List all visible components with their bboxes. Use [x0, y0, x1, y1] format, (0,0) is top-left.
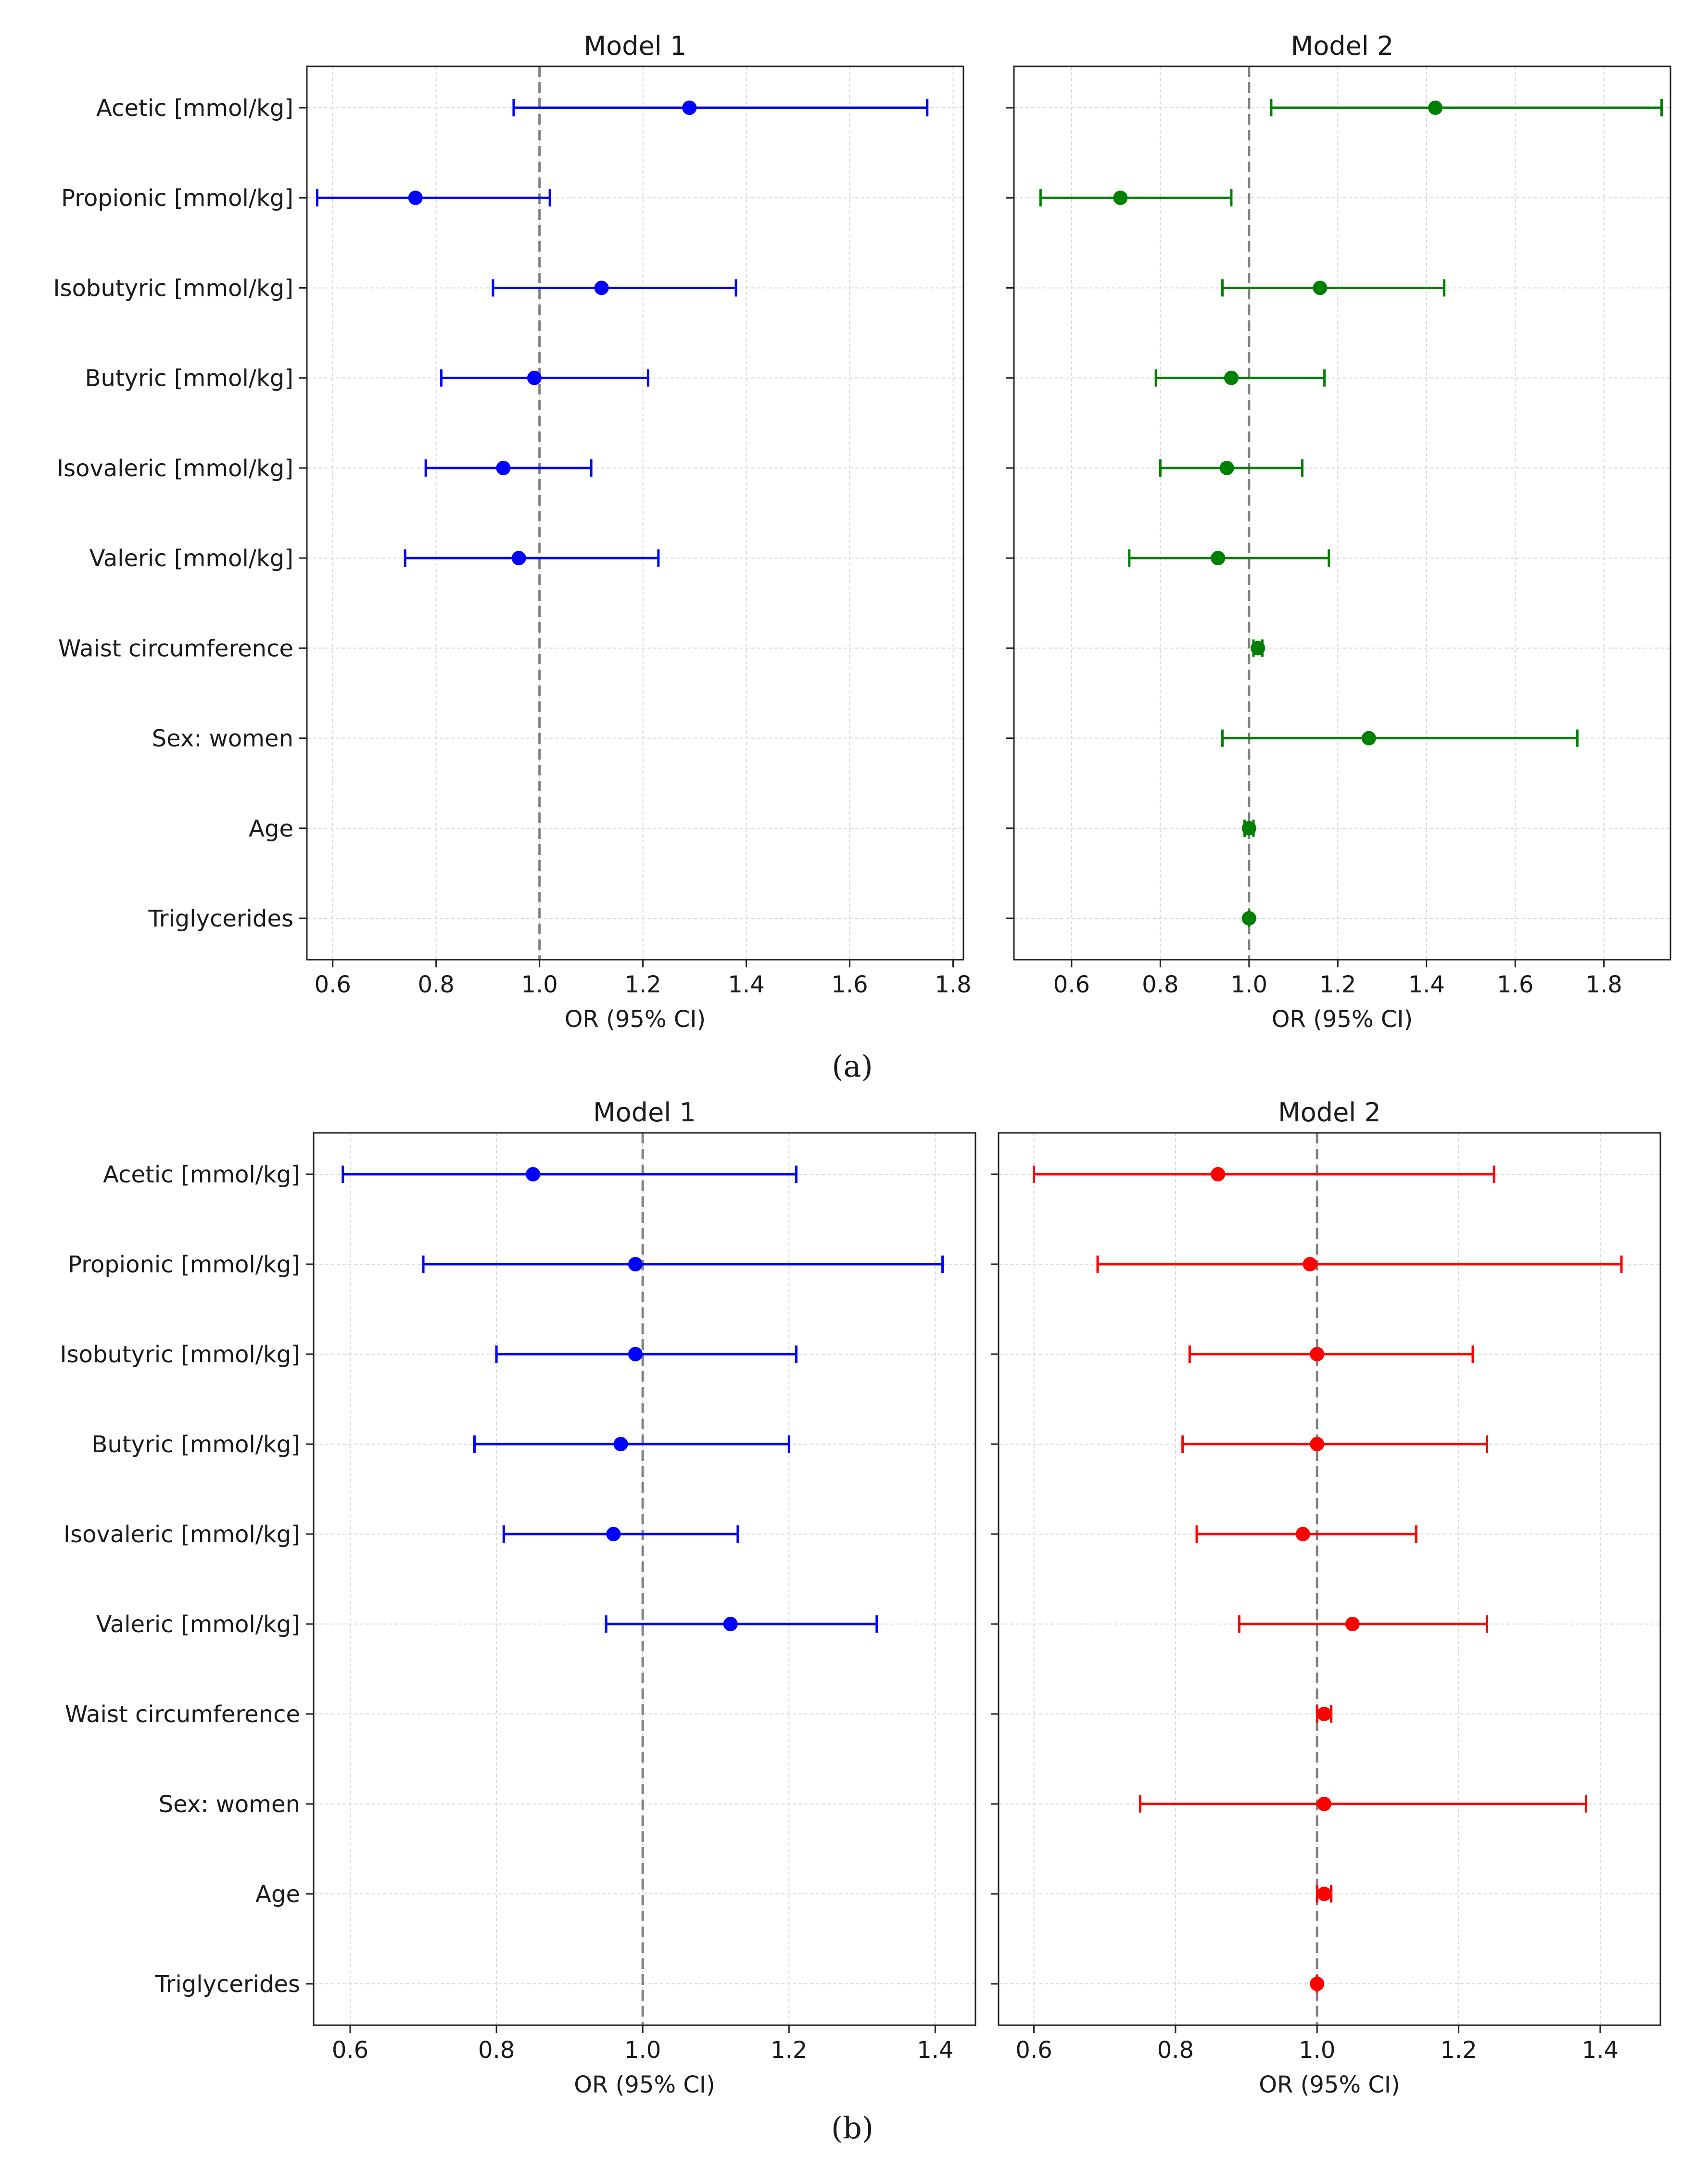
figure-a-model-1-y-label-valeric-mmol-kg: Valeric [mmol/kg] — [89, 545, 293, 572]
figure-b-model-2-x-tick-label: 1.4 — [1582, 2037, 1619, 2064]
figure-a-model-1-butyric-mmol-kg-point — [527, 370, 542, 385]
figure-a-model-1-propionic-mmol-kg-point — [408, 190, 423, 205]
figure-b-model-1-butyric-mmol-kg-point — [613, 1437, 628, 1451]
figure-b-model-2-isovaleric-mmol-kg-point — [1295, 1527, 1310, 1541]
figure-a-model-1-acetic-mmol-kg-point — [682, 101, 697, 115]
figure-a-model-1-x-tick-label: 1.4 — [728, 971, 764, 998]
figure-b-model-1-isobutyric-mmol-kg-point — [628, 1347, 643, 1361]
figure-a-model-1-y-label-waist-circumference: Waist circumference — [58, 635, 293, 662]
figure-b-model-2-butyric-mmol-kg-point — [1310, 1437, 1325, 1451]
figure-b-model-1-x-axis-label: OR (95% CI) — [574, 2071, 715, 2098]
figure-a-model-2-acetic-mmol-kg-point — [1428, 101, 1443, 115]
figure-a-model-1-y-label-isobutyric-mmol-kg: Isobutyric [mmol/kg] — [53, 275, 293, 302]
figure-b-model-1-x-tick-label: 0.8 — [478, 2037, 515, 2064]
figure-a-model-1-y-label-butyric-mmol-kg: Butyric [mmol/kg] — [85, 365, 293, 392]
figure-b-model-1-x-tick-label: 1.0 — [624, 2037, 661, 2064]
figure-a-model-2-x-tick-label: 1.8 — [1585, 971, 1622, 998]
figure-a-model-2-panel: 0.6 0.8 1.0 1.2 1.4 1.6 1.8 Model 2 OR (95% CI) — [1006, 31, 1671, 1033]
figure-b-model-1-acetic-mmol-kg-point — [526, 1167, 541, 1181]
figure-b-model-2-triglycerides-point — [1310, 1977, 1325, 1991]
figure-b-model-2-x-tick-label: 1.0 — [1299, 2037, 1335, 2064]
figure-b-model-2-x-tick-label: 1.2 — [1440, 2037, 1477, 2064]
figure-b-model-1-y-label-sex-women: Sex: women — [159, 1791, 300, 1818]
figure-b-model-1-y-label-valeric-mmol-kg: Valeric [mmol/kg] — [96, 1611, 300, 1638]
figure-a-model-2-x-tick-label: 0.8 — [1142, 971, 1178, 998]
figure-a-model-1-frame — [306, 65, 964, 961]
figure-b-model-1-x-tick-label: 0.6 — [332, 2037, 368, 2064]
figure-a-model-2-waist-circumference-point — [1251, 641, 1265, 656]
figure-a-model-1-y-label-isovaleric-mmol-kg: Isovaleric [mmol/kg] — [57, 455, 293, 482]
figure-a-model-2-age-point — [1241, 821, 1256, 836]
figure-b-model-1-x-tick-label: 1.2 — [771, 2037, 807, 2064]
figure-b-model-1-y-label-isovaleric-mmol-kg: Isovaleric [mmol/kg] — [63, 1521, 300, 1548]
figure-a-model-1-x-axis-label: OR (95% CI) — [565, 1006, 706, 1033]
figure-b-model-2-x-tick-label: 0.8 — [1157, 2037, 1194, 2064]
figure-a-model-1-y-label-propionic-mmol-kg: Propionic [mmol/kg] — [61, 185, 293, 212]
figure-b-model-1-y-label-butyric-mmol-kg: Butyric [mmol/kg] — [92, 1431, 300, 1458]
figure-b-label: (b) — [831, 2110, 873, 2145]
figure-b-model-1-title: Model 1 — [593, 1097, 696, 1128]
figure-b-model-1-y-label-waist-circumference: Waist circumference — [65, 1701, 300, 1728]
figure-a-model-1-x-tick-label: 0.8 — [418, 971, 455, 998]
figure-a-model-1-title: Model 1 — [584, 31, 687, 61]
figure-b-model-2-title: Model 2 — [1278, 1097, 1381, 1128]
figure-b-model-2-acetic-mmol-kg-point — [1211, 1167, 1226, 1181]
figure-b-model-1-panel: 0.6 0.8 1.0 1.2 1.4 Acetic [mmol/kg] Propionic… — [60, 1097, 976, 2098]
figure-b-model-2-waist-circumference-point — [1316, 1707, 1331, 1721]
figure-a: 0.6 0.8 1.0 1.2 1.4 1.6 1.8 Acetic [mmol/kg] Pro… — [53, 31, 1671, 1084]
figure-a-model-1-x-tick-label: 1.6 — [831, 971, 868, 998]
figure-a-model-2-frame — [1013, 65, 1671, 961]
figure-b-model-1-frame — [313, 1132, 976, 2026]
figure-b-model-2-propionic-mmol-kg-point — [1303, 1257, 1317, 1271]
figure-b-model-1-x-tick-label: 1.4 — [917, 2037, 953, 2064]
figure-b: 0.6 0.8 1.0 1.2 1.4 Acetic [mmol/kg] Propionic… — [60, 1097, 1661, 2145]
figure-b-model-1-valeric-mmol-kg-point — [723, 1617, 738, 1631]
figure-b-model-1-propionic-mmol-kg-point — [628, 1257, 643, 1271]
figure-a-model-1-valeric-mmol-kg-point — [511, 551, 526, 566]
figure-a-model-2-propionic-mmol-kg-point — [1113, 190, 1128, 205]
figure-a-model-1-x-tick-label: 0.6 — [315, 971, 351, 998]
figure-a-model-1-panel: 0.6 0.8 1.0 1.2 1.4 1.6 1.8 Acetic [mmol/kg] Pro… — [53, 31, 972, 1033]
figure-a-model-2-x-tick-label: 0.6 — [1053, 971, 1090, 998]
figure-a-model-2-x-tick-label: 1.4 — [1408, 971, 1445, 998]
figure-b-model-2-x-tick-label: 0.6 — [1015, 2037, 1052, 2064]
figure-a-model-2-title: Model 2 — [1291, 31, 1394, 61]
figure-b-model-2-panel: 0.6 0.8 1.0 1.2 1.4 Model 2 OR (95% CI) — [991, 1097, 1661, 2098]
figure-b-model-1-y-label-isobutyric-mmol-kg: Isobutyric [mmol/kg] — [60, 1341, 300, 1368]
figure-b-model-1-y-label-triglycerides: Triglycerides — [154, 1971, 300, 1998]
figure-a-model-2-valeric-mmol-kg-point — [1211, 551, 1226, 566]
figure-b-model-2-x-axis-label: OR (95% CI) — [1259, 2071, 1400, 2098]
figure-b-model-2-isobutyric-mmol-kg-point — [1310, 1347, 1325, 1361]
figure-b-model-2-sex-women-point — [1316, 1797, 1331, 1811]
figure-a-model-1-y-label-acetic-mmol-kg: Acetic [mmol/kg] — [96, 95, 293, 122]
figure-a-label: (a) — [832, 1049, 873, 1084]
figure-b-model-1-y-label-age: Age — [255, 1881, 300, 1908]
figure-a-model-2-isobutyric-mmol-kg-point — [1313, 280, 1328, 295]
figure-b-model-1-isovaleric-mmol-kg-point — [606, 1527, 621, 1541]
figure-a-model-2-x-tick-label: 1.2 — [1319, 971, 1356, 998]
figure-a-model-1-x-tick-label: 1.8 — [935, 971, 971, 998]
figure-a-model-1-y-label-triglycerides: Triglycerides — [148, 905, 293, 932]
figure-b-model-2-age-point — [1316, 1887, 1331, 1901]
figure-a-model-1-x-tick-label: 1.2 — [624, 971, 661, 998]
figure-a-model-2-isovaleric-mmol-kg-point — [1219, 460, 1234, 475]
figure-b-model-2-frame — [998, 1132, 1661, 2026]
figure-b-model-1-y-label-propionic-mmol-kg: Propionic [mmol/kg] — [68, 1251, 300, 1278]
figure-a-model-2-x-tick-label: 1.6 — [1497, 971, 1533, 998]
figure-a-model-2-x-tick-label: 1.0 — [1231, 971, 1267, 998]
figure-a-model-1-y-label-age: Age — [249, 815, 293, 842]
figure-a-model-2-butyric-mmol-kg-point — [1224, 370, 1239, 385]
figure-b-model-2-valeric-mmol-kg-point — [1345, 1617, 1360, 1631]
figure-a-model-2-triglycerides-point — [1241, 911, 1256, 926]
figure-a-model-1-isobutyric-mmol-kg-point — [594, 280, 609, 295]
figure-a-model-1-y-label-sex-women: Sex: women — [152, 725, 293, 752]
figure-a-model-2-x-axis-label: OR (95% CI) — [1272, 1006, 1413, 1033]
figure-b-model-1-y-label-acetic-mmol-kg: Acetic [mmol/kg] — [103, 1161, 300, 1188]
figure-a-model-2-sex-women-point — [1361, 731, 1376, 746]
figure-a-model-1-x-tick-label: 1.0 — [521, 971, 557, 998]
figure-a-model-1-isovaleric-mmol-kg-point — [496, 460, 511, 475]
